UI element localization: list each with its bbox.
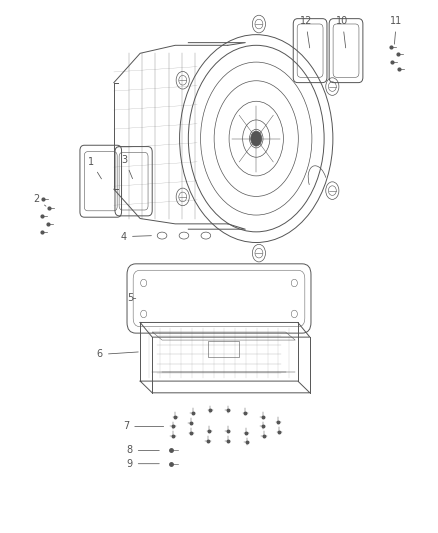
Text: 1: 1 (88, 157, 102, 179)
Text: 3: 3 (122, 155, 133, 179)
Ellipse shape (251, 131, 261, 146)
Text: 9: 9 (127, 459, 159, 469)
Text: 11: 11 (390, 17, 403, 44)
Text: 12: 12 (300, 17, 312, 48)
Text: 4: 4 (121, 232, 152, 241)
Text: 5: 5 (127, 294, 136, 303)
Bar (208, 341, 239, 357)
Text: 10: 10 (336, 17, 349, 48)
Text: 6: 6 (97, 350, 138, 359)
Text: 8: 8 (127, 446, 159, 455)
Text: 2: 2 (33, 194, 46, 206)
Text: 7: 7 (123, 422, 164, 431)
